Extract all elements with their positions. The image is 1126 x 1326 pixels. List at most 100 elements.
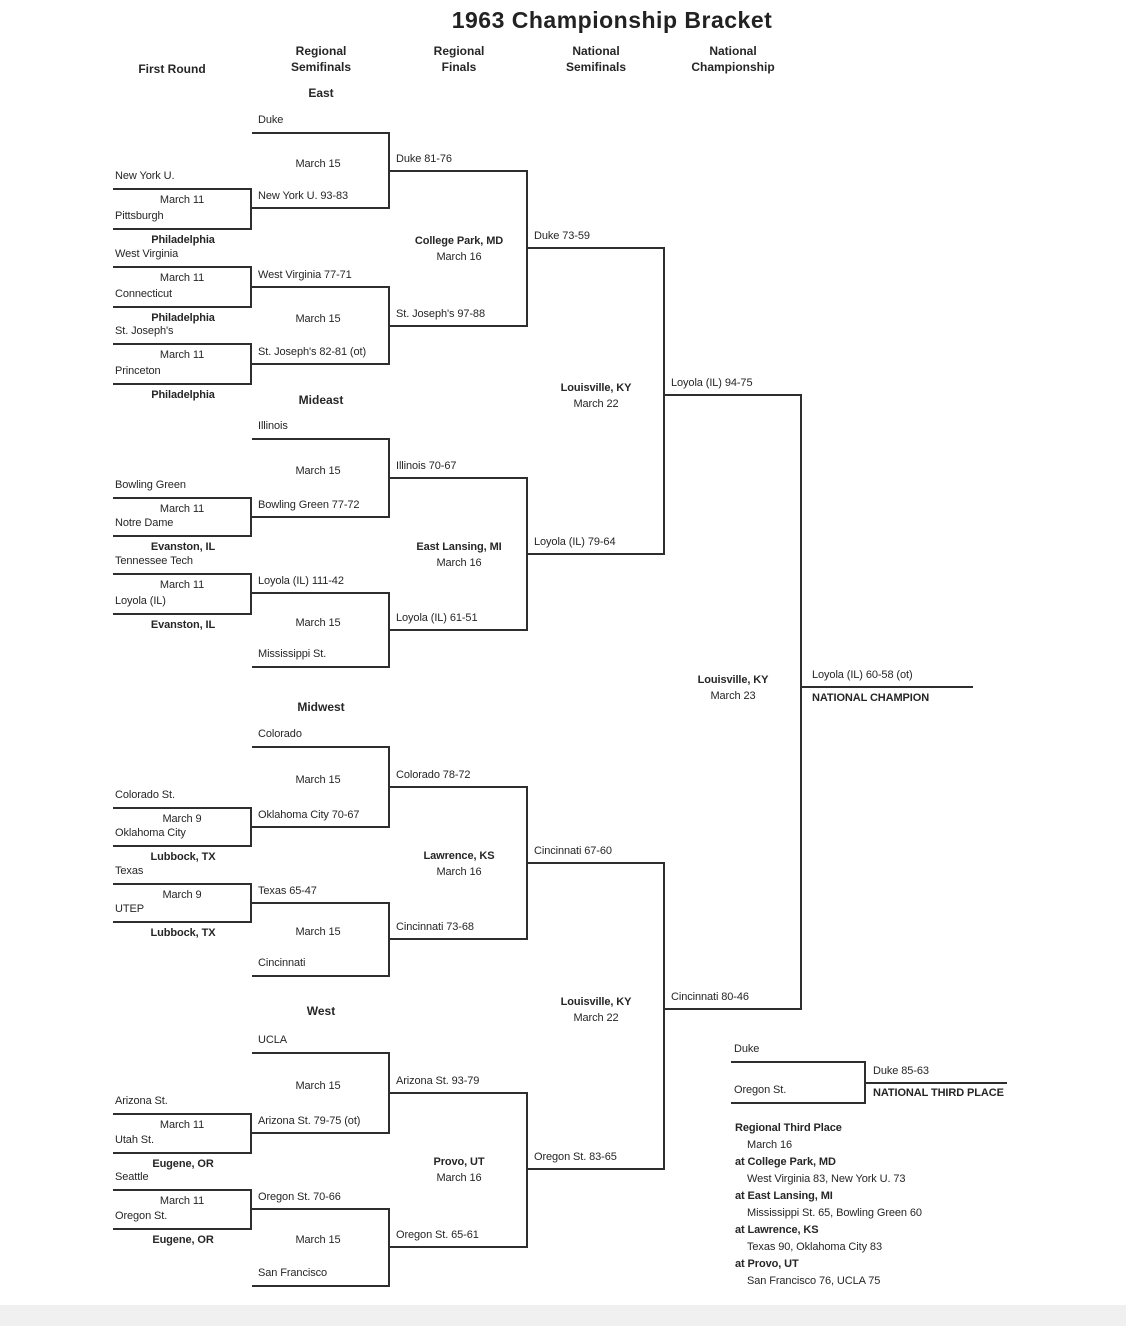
thirdplace-winner-label: Duke 85-63 — [873, 1065, 929, 1077]
natsemi1-site-label: Louisville, KY — [560, 382, 632, 394]
midwest-fr1-date-label: March 9 — [162, 813, 202, 825]
mideast-fr1-bottom-line — [113, 535, 252, 537]
east-fr3-bottom-line — [113, 383, 252, 385]
regional-third-site-0: at College Park, MD — [735, 1156, 836, 1168]
east-fr1-winner-line — [250, 207, 390, 209]
midwest-fr1-winner-label: Oklahoma City 70-67 — [258, 809, 360, 821]
thirdplace-team1-label: Duke — [734, 1043, 760, 1055]
mideast-sf1-winner-line — [388, 477, 528, 479]
regional-third-date: March 16 — [747, 1139, 793, 1151]
championship-winner-label: Loyola (IL) 60-58 (ot) — [812, 669, 913, 681]
midwest-final-winner-label: Cincinnati 67-60 — [534, 845, 612, 857]
mideast-fr2-top-line — [113, 573, 252, 575]
west-fr1-team2-label: Utah St. — [115, 1134, 154, 1146]
midwest-sf2-entry-line — [252, 975, 390, 977]
east-fr1-bottom-line — [113, 228, 252, 230]
column-header-regional-semifinals: Regional Semifinals — [290, 44, 352, 74]
midwest-final-site-label: Lawrence, KS — [423, 850, 495, 862]
national-champion-label: NATIONAL CHAMPION — [812, 692, 930, 704]
midwest-final-winner-line — [526, 862, 665, 864]
midwest-fr1-winner-line — [250, 826, 390, 828]
east-sf1-entry-line — [252, 132, 390, 134]
east-fr2-winner-line — [250, 286, 390, 288]
midwest-sf2-winner-line — [388, 938, 528, 940]
mideast-fr2-site-label: Evanston, IL — [150, 619, 216, 631]
west-fr1-winner-line — [250, 1132, 390, 1134]
west-fr2-team1-label: Seattle — [115, 1171, 149, 1183]
east-sf1-winner-label: Duke 81-76 — [396, 153, 452, 165]
mideast-fr2-team1-label: Tennessee Tech — [115, 555, 193, 567]
west-final-winner-line — [526, 1168, 665, 1170]
east-fr1-top-line — [113, 188, 252, 190]
east-fr3-top-line — [113, 343, 252, 345]
natsemi2-winner-line — [663, 1008, 800, 1010]
midwest-sf1-entry-line — [252, 746, 390, 748]
mideast-fr1-winner-line — [250, 516, 390, 518]
midwest-sf2-winner-label: Cincinnati 73-68 — [396, 921, 474, 933]
east-fr1-winner-label: New York U. 93-83 — [258, 190, 349, 202]
midwest-fr2-team1-label: Texas — [115, 865, 144, 877]
regional-third-site-1: at East Lansing, MI — [735, 1190, 833, 1202]
thirdplace-bottom-line — [731, 1102, 866, 1104]
midwest-sf1-winner-label: Colorado 78-72 — [396, 769, 471, 781]
west-fr1-top-line — [113, 1113, 252, 1115]
west-sf1-winner-label: Arizona St. 93-79 — [396, 1075, 480, 1087]
natsemi2-right-line — [663, 862, 665, 1170]
championship-date-label: March 23 — [710, 690, 756, 702]
east-fr2-site-label: Philadelphia — [151, 312, 215, 324]
west-sf1-bye-label: UCLA — [258, 1034, 287, 1046]
region-label-mideast: Mideast — [298, 393, 344, 407]
east-final-winner-line — [526, 247, 665, 249]
mideast-fr1-winner-label: Bowling Green 77-72 — [258, 499, 360, 511]
east-fr2-bottom-line — [113, 306, 252, 308]
west-fr1-date-label: March 11 — [159, 1119, 205, 1131]
mideast-sf2-date-label: March 15 — [295, 617, 341, 629]
midwest-fr1-top-line — [113, 807, 252, 809]
east-final-winner-label: Duke 73-59 — [534, 230, 590, 242]
midwest-fr2-bottom-line — [113, 921, 252, 923]
midwest-sf1-winner-line — [388, 786, 528, 788]
west-fr2-top-line — [113, 1189, 252, 1191]
regional-third-heading: Regional Third Place — [735, 1122, 842, 1134]
regional-third-result-0: West Virginia 83, New York U. 73 — [747, 1173, 906, 1185]
west-final-winner-label: Oregon St. 83-65 — [534, 1151, 617, 1163]
thirdplace-winner-line — [864, 1082, 1007, 1084]
region-label-midwest: Midwest — [297, 700, 345, 714]
natsemi1-winner-line — [663, 394, 800, 396]
east-fr1-right-line — [250, 188, 252, 230]
east-fr1-site-label: Philadelphia — [151, 234, 215, 246]
column-header-national-championship: National Championship — [691, 44, 775, 74]
west-sf2-winner-label: Oregon St. 65-61 — [396, 1229, 479, 1241]
page-title: 1963 Championship Bracket — [451, 7, 773, 33]
east-fr2-top-line — [113, 266, 252, 268]
west-fr2-bottom-line — [113, 1228, 252, 1230]
east-fr3-winner-line — [250, 363, 390, 365]
east-fr2-team2-label: Connecticut — [115, 288, 172, 300]
east-sf2-date-label: March 15 — [295, 313, 341, 325]
bottom-strip — [0, 1305, 1126, 1326]
mideast-final-date-label: March 16 — [436, 557, 482, 569]
midwest-fr1-site-label: Lubbock, TX — [150, 851, 216, 863]
championship-right-line — [800, 394, 802, 1010]
east-fr2-team1-label: West Virginia — [115, 248, 179, 260]
west-sf1-date-label: March 15 — [295, 1080, 341, 1092]
national-third-place-label: NATIONAL THIRD PLACE — [873, 1087, 1004, 1099]
east-sf2-winner-label: St. Joseph's 97-88 — [396, 308, 485, 320]
east-fr3-team1-label: St. Joseph's — [115, 325, 174, 337]
midwest-fr2-winner-label: Texas 65-47 — [258, 885, 317, 897]
east-sf1-bye-label: Duke — [258, 114, 284, 126]
mideast-sf1-date-label: March 15 — [295, 465, 341, 477]
midwest-sf1-date-label: March 15 — [295, 774, 341, 786]
midwest-fr2-team2-label: UTEP — [115, 903, 144, 915]
west-fr2-site-label: Eugene, OR — [152, 1234, 214, 1246]
natsemi1-winner-label: Loyola (IL) 94-75 — [671, 377, 753, 389]
column-header-national-semifinals: National Semifinals — [565, 44, 627, 74]
west-final-date-label: March 16 — [436, 1172, 482, 1184]
region-label-east: East — [308, 86, 334, 100]
midwest-sf1-bye-label: Colorado — [258, 728, 302, 740]
mideast-fr2-right-line — [250, 573, 252, 615]
west-final-site-label: Provo, UT — [433, 1156, 485, 1168]
mideast-sf2-winner-label: Loyola (IL) 61-51 — [396, 612, 478, 624]
west-final-right-line — [526, 1092, 528, 1248]
